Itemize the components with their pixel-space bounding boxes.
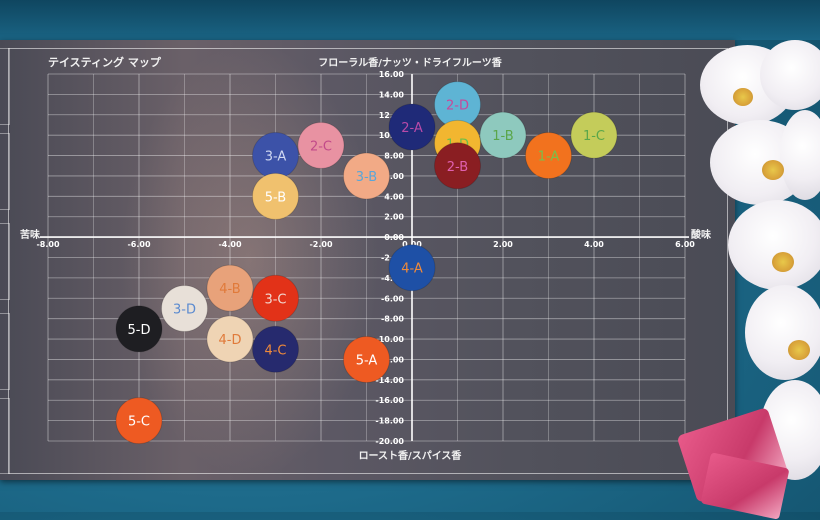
data-point-label: 2-D xyxy=(446,99,469,114)
data-point-circle xyxy=(252,325,299,373)
data-point-label: 2-A xyxy=(401,121,423,136)
y-tick-label: -20.00 xyxy=(375,437,404,446)
y-tick-label: -16.00 xyxy=(375,396,404,405)
data-point-1-b: 1-B xyxy=(479,111,527,159)
y-tick-label: -12.00 xyxy=(375,355,404,364)
data-point-label: 3-A xyxy=(265,150,287,165)
data-point-label: 1-B xyxy=(492,129,513,144)
light-glow xyxy=(120,40,380,480)
data-point-2-b: 2-B xyxy=(434,142,481,190)
data-point-1-c: 1-C xyxy=(570,111,618,159)
data-point-circle xyxy=(388,244,436,292)
data-point-3-d: 3-D xyxy=(161,284,208,332)
y-tick-label: 2.00 xyxy=(384,213,404,222)
backdrop-top xyxy=(0,0,820,40)
y-tick-label: 0.00 xyxy=(384,233,404,242)
data-point-label: 4-D xyxy=(219,333,242,348)
data-point-3-c: 3-C xyxy=(252,274,299,322)
x-tick-label: 0.00 xyxy=(402,240,422,249)
tick-labels: -8.00 -6.00 -4.00 -2.00 0.00 2.00 4.00 6.00 16.0… xyxy=(36,70,695,446)
data-point-label: 2-C xyxy=(310,139,332,154)
x-tick-label: 2.00 xyxy=(493,240,513,249)
data-point-circle xyxy=(388,103,436,151)
data-point-label: 5-B xyxy=(265,190,286,205)
data-point-5-d: 5-D xyxy=(115,305,163,353)
data-point-circle xyxy=(525,132,572,180)
board-border xyxy=(8,48,728,474)
data-point-5-a: 5-A xyxy=(343,335,390,383)
data-point-2-a: 2-A xyxy=(388,103,436,151)
data-point-circle xyxy=(434,142,481,190)
y-tick-label: -18.00 xyxy=(375,417,404,426)
data-point-label: 5-A xyxy=(356,353,378,368)
y-tick-label: -10.00 xyxy=(375,335,404,344)
data-point-circle xyxy=(343,335,390,383)
data-point-label: 4-B xyxy=(219,282,240,297)
data-point-label: 1-C xyxy=(583,129,605,144)
x-tick-label: -8.00 xyxy=(36,240,59,249)
data-point-2-d: 2-D xyxy=(434,81,481,129)
x-tick-label: -6.00 xyxy=(127,240,150,249)
y-tick-label: -8.00 xyxy=(381,315,404,324)
data-point-label: 1-A xyxy=(538,150,560,165)
axis-label-right: 酸味 xyxy=(691,228,711,241)
data-point-circle xyxy=(161,284,208,332)
data-point-circle xyxy=(343,152,390,200)
data-point-circle xyxy=(252,172,299,220)
x-tick-label: -2.00 xyxy=(309,240,332,249)
data-point-label: 4-A xyxy=(401,262,423,277)
data-point-2-c: 2-C xyxy=(297,121,345,169)
data-point-label: 3-C xyxy=(264,292,286,307)
data-points: 2-D2-A1-D2-B1-B1-A1-C2-C3-A3-B5-B4-A4-B3… xyxy=(115,81,618,445)
data-point-3-b: 3-B xyxy=(343,152,390,200)
data-point-5-c: 5-C xyxy=(115,397,163,445)
data-point-1-a: 1-A xyxy=(525,132,572,180)
data-point-4-b: 4-B xyxy=(206,264,254,312)
data-point-circle xyxy=(115,305,163,353)
data-point-4-a: 4-A xyxy=(388,244,436,292)
data-point-label: 5-D xyxy=(128,323,151,338)
data-point-circle xyxy=(479,111,527,159)
data-point-label: 3-B xyxy=(356,170,377,185)
data-point-circle xyxy=(206,264,254,312)
side-tabs xyxy=(0,48,10,474)
data-point-4-d: 4-D xyxy=(206,315,254,363)
y-tick-label: 14.00 xyxy=(379,90,405,99)
data-point-circle xyxy=(252,274,299,322)
x-tick-label: 6.00 xyxy=(675,240,695,249)
y-tick-label: 6.00 xyxy=(384,172,404,181)
x-tick-label: -4.00 xyxy=(218,240,241,249)
axis-label-bottom: ロースト香/スパイス香 xyxy=(359,449,462,462)
data-point-label: 5-C xyxy=(128,415,150,430)
chart-title: テイスティング マップ xyxy=(48,55,162,69)
y-tick-label: 12.00 xyxy=(379,111,405,120)
x-tick-label: 4.00 xyxy=(584,240,604,249)
data-point-circle xyxy=(297,121,345,169)
data-point-5-b: 5-B xyxy=(252,172,299,220)
data-point-4-c: 4-C xyxy=(252,325,299,373)
y-tick-label: -6.00 xyxy=(381,294,404,303)
y-tick-label: 4.00 xyxy=(384,192,404,201)
data-point-circle xyxy=(115,397,163,445)
y-tick-label: -14.00 xyxy=(375,376,404,385)
axis-label-left: 苦味 xyxy=(20,228,40,241)
y-tick-label: 8.00 xyxy=(384,152,404,161)
y-tick-label: 16.00 xyxy=(379,70,405,79)
data-point-circle xyxy=(570,111,618,159)
data-point-label: 2-B xyxy=(447,160,468,175)
axis-label-top: フローラル香/ナッツ・ドライフルーツ香 xyxy=(318,56,501,69)
data-point-label: 3-D xyxy=(173,302,196,317)
data-point-3-a: 3-A xyxy=(252,132,299,180)
data-point-circle xyxy=(206,315,254,363)
data-point-label: 4-C xyxy=(264,343,286,358)
